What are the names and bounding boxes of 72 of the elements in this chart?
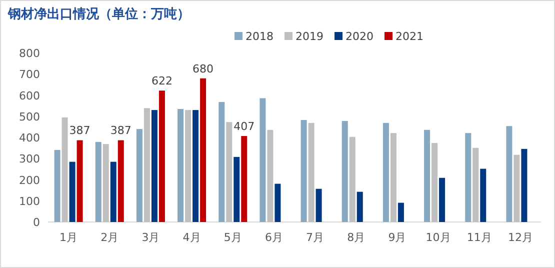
bar — [514, 154, 520, 222]
bar — [185, 110, 192, 222]
bar — [432, 142, 438, 222]
bar — [349, 136, 356, 222]
bar — [439, 178, 446, 222]
x-tick-label: 9月 — [388, 231, 406, 244]
bar — [110, 162, 116, 222]
legend-label: 2020 — [346, 30, 374, 43]
bar — [54, 150, 60, 222]
data-label: 680 — [192, 62, 214, 76]
x-tick-label: 3月 — [142, 231, 160, 244]
legend-label: 2019 — [296, 30, 324, 43]
bar — [424, 130, 430, 222]
bar — [76, 140, 83, 222]
x-tick-label: 7月 — [306, 231, 324, 244]
bar — [226, 122, 232, 222]
bar — [390, 133, 396, 222]
chart-title: 钢材净出口情况（单位：万吨） — [7, 6, 190, 22]
x-tick-label: 10月 — [426, 231, 451, 244]
bar — [151, 110, 158, 222]
y-tick-label: 800 — [19, 47, 40, 60]
bar — [267, 130, 274, 222]
x-tick-label: 2月 — [100, 231, 119, 244]
bar — [382, 122, 389, 222]
x-tick-label: 1月 — [60, 231, 78, 244]
bar — [192, 110, 199, 222]
bar — [506, 126, 512, 222]
bar — [241, 136, 248, 222]
y-tick-label: 700 — [19, 68, 40, 82]
x-tick-label: 12月 — [508, 231, 533, 244]
bar — [472, 148, 479, 222]
y-tick-label: 300 — [19, 152, 40, 166]
bar — [308, 122, 314, 222]
legend-label: 2018 — [246, 30, 274, 43]
data-label: 387 — [110, 124, 132, 138]
data-label: 387 — [69, 124, 90, 138]
bar — [136, 129, 142, 222]
y-tick-label: 600 — [19, 89, 40, 102]
bar — [521, 148, 528, 222]
bar — [398, 202, 404, 222]
bar — [200, 78, 206, 222]
x-tick-label: 5月 — [224, 231, 242, 244]
bar — [316, 188, 322, 222]
data-label: 407 — [234, 120, 255, 134]
legend-label: 2021 — [396, 30, 424, 43]
bar — [144, 108, 150, 222]
bar — [102, 144, 109, 222]
y-tick-label: 200 — [19, 174, 40, 187]
bar — [342, 121, 348, 222]
bar — [480, 168, 486, 222]
y-tick-label: 0 — [33, 216, 40, 229]
bar — [69, 162, 76, 222]
data-label: 622 — [151, 74, 172, 88]
y-tick-label: 400 — [19, 132, 40, 144]
bar — [274, 184, 281, 222]
bar — [260, 98, 266, 222]
bar — [118, 140, 124, 222]
bar — [234, 156, 240, 222]
bar — [300, 120, 307, 222]
bar — [62, 117, 68, 222]
bar — [158, 90, 165, 222]
x-tick-label: 6月 — [264, 231, 283, 244]
x-tick-label: 8月 — [347, 231, 366, 244]
x-tick-label: 4月 — [182, 231, 201, 244]
bar — [218, 102, 225, 222]
x-tick-label: 11月 — [466, 231, 492, 244]
bar — [356, 192, 363, 222]
y-tick-label: 100 — [19, 194, 40, 208]
bar — [465, 133, 472, 222]
bar — [178, 108, 184, 222]
y-tick-label: 500 — [19, 110, 40, 124]
bar — [95, 142, 102, 222]
